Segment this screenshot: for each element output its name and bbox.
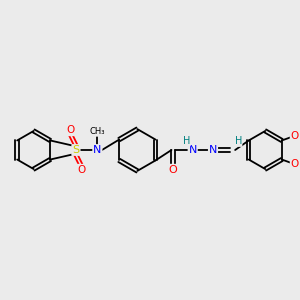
Text: H: H	[235, 136, 242, 146]
Text: S: S	[72, 145, 80, 155]
Text: O: O	[77, 165, 86, 175]
Text: O: O	[291, 131, 299, 141]
Text: N: N	[93, 145, 101, 155]
Text: O: O	[66, 125, 74, 135]
Text: H: H	[183, 136, 190, 146]
Text: N: N	[209, 145, 217, 155]
Text: N: N	[188, 145, 197, 155]
Text: O: O	[291, 159, 299, 169]
Text: CH₃: CH₃	[90, 127, 105, 136]
Text: O: O	[169, 165, 177, 175]
